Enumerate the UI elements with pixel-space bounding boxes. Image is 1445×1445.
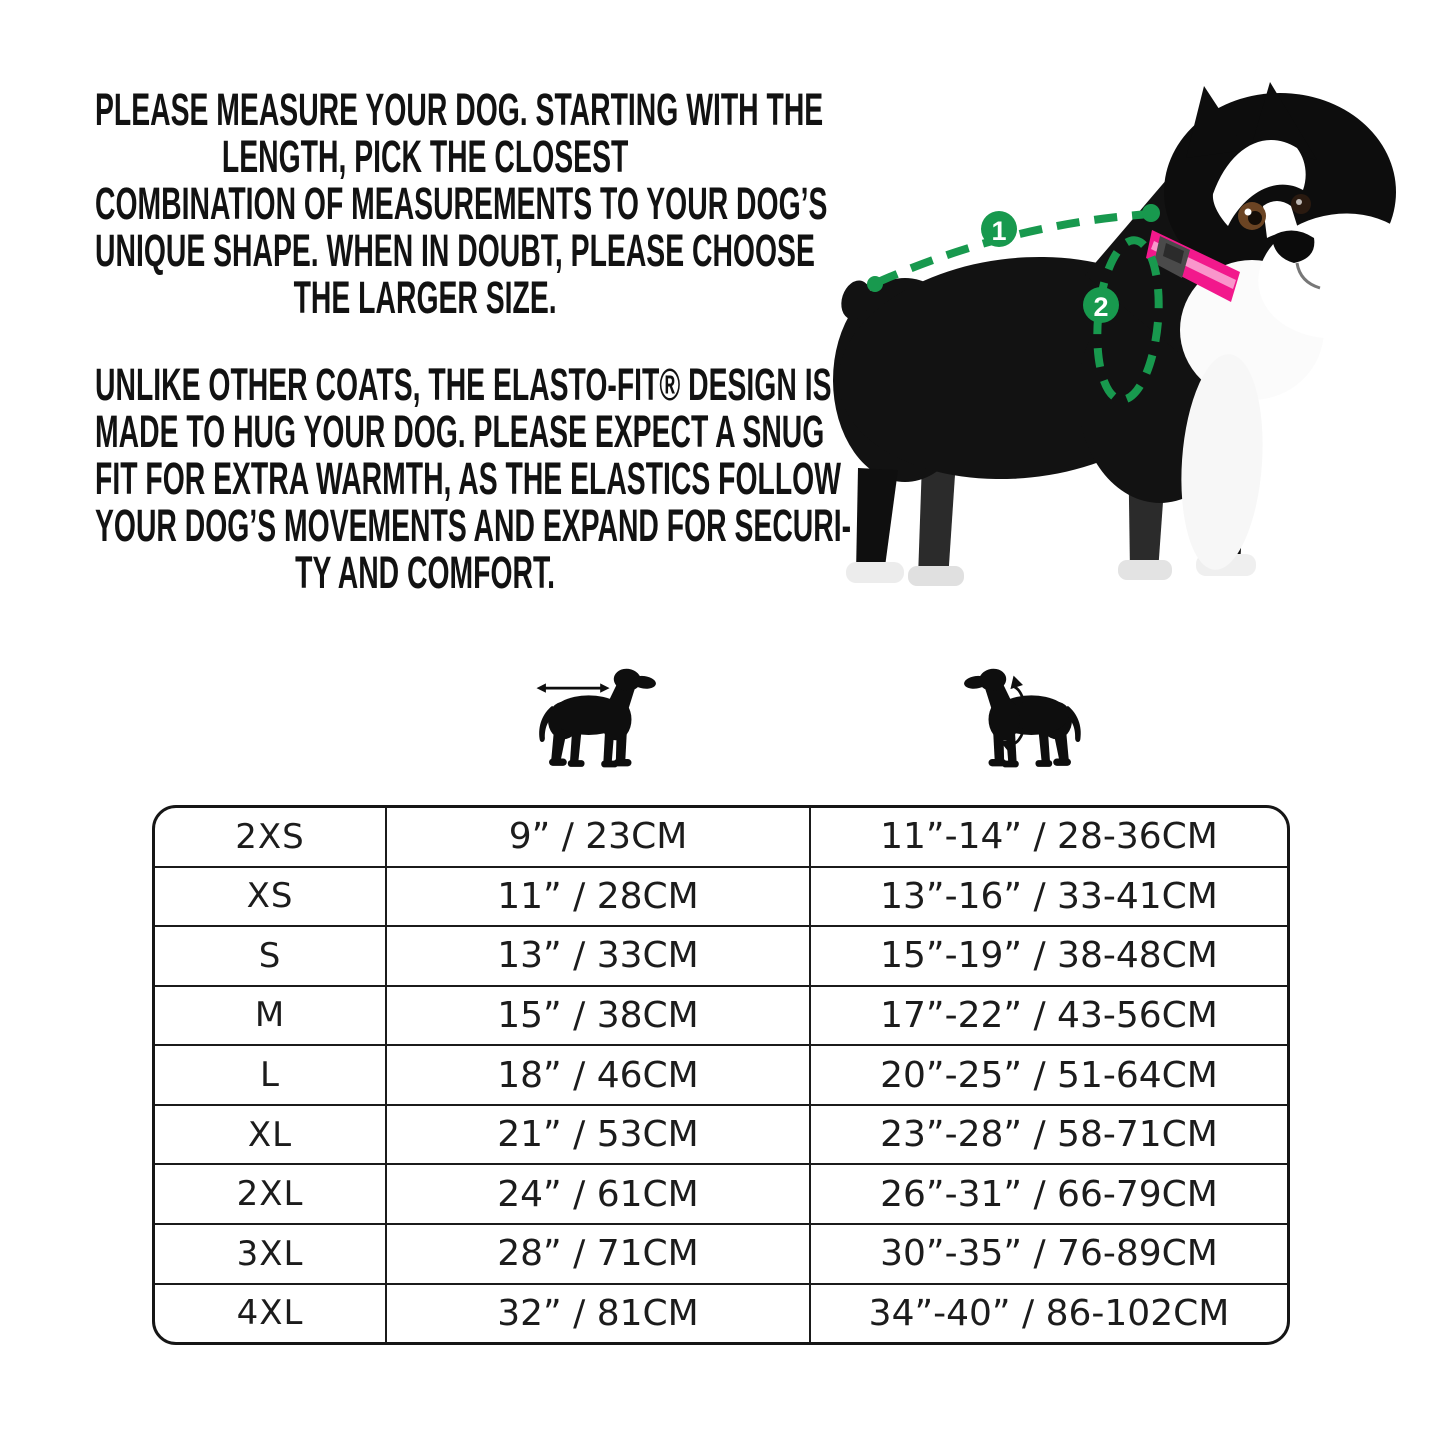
size-table: 2XS 9” / 23CM 11”-14” / 28-36CM XS 11” / 28C… [152,805,1290,1345]
pink-collar [1146,230,1240,302]
length-cell: 15” / 38CM [385,986,809,1045]
measuring-instructions-paragraph: PLEASE MEASURE YOUR DOG. STARTING WITH T… [95,84,828,323]
length-cell: 18” / 46CM [385,1046,809,1104]
marker-2-badge: 2 [1083,287,1119,323]
text-line: MADE TO HUG YOUR DOG. PLEASE EXPECT A SN… [95,406,825,457]
text-line: YOUR DOG’S MOVEMENTS AND EXPAND FOR SECU… [95,500,852,551]
dog-photo-illustration [833,82,1420,586]
measurement-annotations: 1 2 [867,204,1163,404]
girth-cell: 23”-28” / 58-71CM [809,1105,1287,1164]
fit-instructions-paragraph: UNLIKE OTHER COATS, THE ELASTO-FIT® DESI… [95,359,852,598]
length-cell: 13” / 33CM [385,927,809,985]
size-table-row: 2XL 24” / 61CM 26”-31” / 66-79CM [155,1163,1287,1223]
size-cell: 4XL [236,1293,304,1334]
girth-arrow-icon [1000,675,1027,753]
text-line: THE LARGER SIZE. [293,272,557,323]
text-line: UNLIKE OTHER COATS, THE ELASTO-FIT® DESI… [95,359,832,410]
size-table-row: M 15” / 38CM 17”-22” / 43-56CM [155,984,1287,1045]
length-cell: 21” / 53CM [385,1105,809,1164]
length-cell: 9” / 23CM [385,808,809,866]
size-table-row: 2XS 9” / 23CM 11”-14” / 28-36CM [155,808,1287,866]
text-line: UNIQUE SHAPE. WHEN IN DOUBT, PLEASE CHOO… [95,225,815,276]
length-cell: 32” / 81CM [385,1284,809,1342]
line-start-dot [867,276,883,292]
tail [841,280,871,320]
girth-cell: 13”-16” / 33-41CM [809,867,1287,926]
dog-girth-silhouette-icon [963,667,1081,768]
girth-cell: 11”-14” / 28-36CM [809,808,1287,866]
left-ear [1186,86,1246,158]
size-table-row: 3XL 28” / 71CM 30”-35” / 76-89CM [155,1222,1287,1283]
marker-1-number: 1 [991,216,1006,246]
size-table-row: 4XL 32” / 81CM 34”-40” / 86-102CM [155,1282,1287,1342]
girth-cell: 20”-25” / 51-64CM [809,1046,1287,1104]
length-cell: 24” / 61CM [385,1165,809,1223]
size-cell: 2XL [236,1174,304,1215]
dog-measurement-photo: 1 2 [833,82,1420,586]
text-line: LENGTH, PICK THE CLOSEST [221,131,629,182]
length-arrow-icon [536,683,610,693]
text-line: PLEASE MEASURE YOUR DOG. STARTING WITH T… [95,84,824,135]
size-table-row: XS 11” / 28CM 13”-16” / 33-41CM [155,865,1287,926]
dog-length-silhouette-icon [536,667,657,768]
girth-cell: 15”-19” / 38-48CM [809,927,1287,985]
girth-cell: 17”-22” / 43-56CM [809,986,1287,1045]
length-measure-line [874,210,1151,287]
size-cell: XL [247,1114,293,1155]
length-cell: 11” / 28CM [385,867,809,926]
marker-2-number: 2 [1093,292,1108,322]
size-table-row: XL 21” / 53CM 23”-28” / 58-71CM [155,1103,1287,1164]
girth-cell: 30”-35” / 76-89CM [809,1224,1287,1283]
girth-cell: 26”-31” / 66-79CM [809,1165,1287,1223]
text-line: FIT FOR EXTRA WARMTH, AS THE ELASTICS FO… [95,453,841,504]
size-cell: L [260,1055,280,1096]
line-end-dot [1142,204,1160,222]
length-cell: 28” / 71CM [385,1224,809,1283]
size-table-row: L 18” / 46CM 20”-25” / 51-64CM [155,1044,1287,1104]
text-line: TY AND COMFORT. [295,547,556,598]
text-line: COMBINATION OF MEASUREMENTS TO YOUR DOG’… [95,178,828,229]
marker-1-badge: 1 [981,211,1017,247]
size-cell: S [258,935,282,976]
nose [1272,230,1315,263]
size-cell: 3XL [236,1233,304,1274]
size-table-row: S 13” / 33CM 15”-19” / 38-48CM [155,925,1287,985]
size-cell: M [254,995,286,1036]
size-cell: 2XS [235,816,305,857]
girth-cell: 34”-40” / 86-102CM [809,1284,1287,1342]
size-cell: XS [246,876,294,917]
